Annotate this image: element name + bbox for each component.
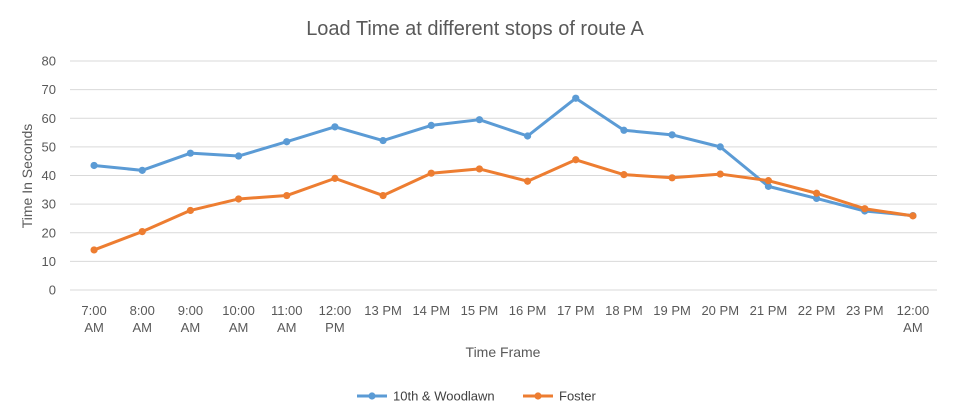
data-point [523,132,532,140]
x-tick-label: 9:00 AM [178,303,203,335]
data-point [186,206,195,215]
data-point [861,205,869,213]
data-point [475,165,484,173]
data-point [812,189,821,197]
data-point [620,171,628,179]
data-point [331,174,339,182]
x-tick-label: 23 PM [846,303,884,318]
data-point [379,191,387,200]
data-point [475,116,484,124]
data-point [668,131,676,139]
x-tick-label: 17 PM [557,303,595,318]
data-point [331,123,339,131]
legend-label: Foster [559,389,597,404]
data-point [186,149,195,157]
y-axis-label: Time In Seconds [19,124,35,229]
y-tick-label: 60 [42,111,56,126]
data-point [909,212,917,220]
data-point [812,194,821,202]
legend-label: 10th & Woodlawn [393,389,495,404]
y-tick-label: 50 [42,139,56,154]
x-tick-label: 11:00 AM [271,303,303,335]
y-tick-label: 80 [42,54,56,69]
y-tick-label: 40 [42,168,56,183]
x-axis-ticks: 7:00 AM 8:00 AM 9:00 AM 10:00 AM 11:00 AM 12:00 PM 1… [81,303,929,335]
x-tick-label: 14 PM [412,303,450,318]
data-point [283,138,291,146]
data-point [764,182,773,190]
data-point [620,126,628,134]
data-point [427,169,435,177]
series-1 [90,94,917,220]
data-point [90,246,98,254]
y-tick-label: 0 [49,283,56,298]
y-tick-label: 20 [42,225,56,240]
data-point [234,152,243,160]
x-tick-label: 12:00 PM [319,303,352,335]
data-point [138,166,146,174]
series-lines [90,94,917,254]
x-tick-label: 10:00 AM [222,303,255,335]
data-point [427,121,435,130]
data-point [379,136,387,145]
series-2 [90,156,917,254]
data-point [764,177,773,185]
chart-title: Load Time at different stops of route A [306,18,644,40]
x-tick-label: 8:00 AM [130,303,155,335]
data-point [716,143,724,151]
x-tick-label: 21 PM [750,303,788,318]
y-tick-label: 10 [42,254,56,269]
x-axis-label: Time Frame [466,344,541,360]
x-tick-label: 20 PM [701,303,739,318]
data-point [523,177,532,185]
x-tick-label: 13 PM [364,303,402,318]
data-point [138,228,146,236]
x-tick-label: 19 PM [653,303,691,318]
data-point [716,170,724,178]
y-tick-label: 30 [42,197,56,212]
legend-swatch-marker [534,392,542,400]
legend-item-2: Foster [523,389,597,404]
data-point [572,156,580,164]
x-tick-label: 18 PM [605,303,643,318]
series-line [92,96,915,218]
data-point [234,195,243,203]
data-point [90,161,98,170]
legend-item-1: 10th & Woodlawn [357,389,495,404]
x-tick-label: 15 PM [461,303,499,318]
x-tick-label: 12:00 AM [897,303,930,335]
series-line [92,158,915,252]
x-tick-label: 22 PM [798,303,836,318]
data-point [668,174,676,182]
y-tick-label: 70 [42,82,56,97]
legend: 10th & Woodlawn Foster [357,389,597,404]
x-tick-label: 7:00 AM [81,303,106,335]
data-point [572,94,580,102]
y-axis-ticks: 0 10 20 30 40 50 60 70 80 [42,54,56,298]
data-point [283,191,291,200]
legend-swatch-marker [368,392,376,400]
x-tick-label: 16 PM [509,303,547,318]
